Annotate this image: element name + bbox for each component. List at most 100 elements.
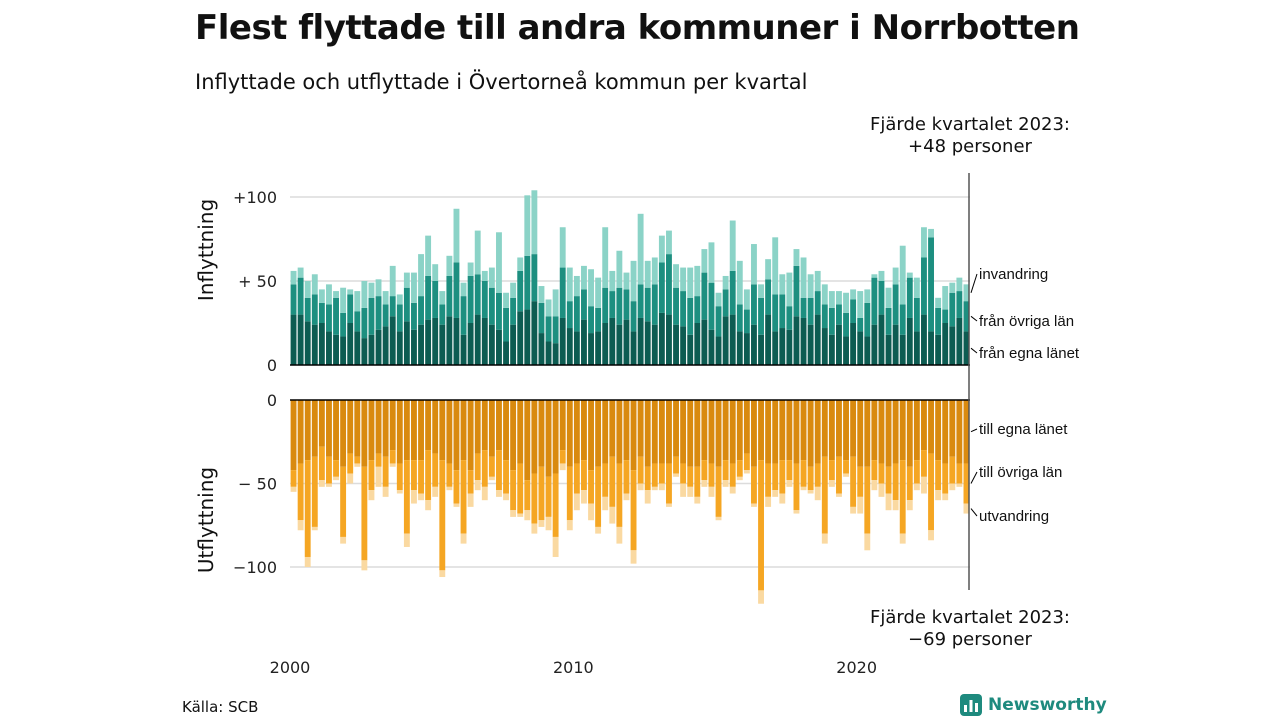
bar-segment — [297, 267, 304, 278]
bar-segment — [488, 456, 495, 477]
bar-segment — [552, 400, 559, 474]
bar-segment — [850, 299, 857, 323]
bar-segment — [736, 304, 743, 332]
bar-segment — [566, 466, 573, 521]
bar-segment — [524, 309, 531, 365]
bar-segment — [871, 460, 878, 481]
bar-segment — [758, 284, 764, 298]
bar-segment — [333, 476, 339, 481]
y-tick-label: 0 — [267, 391, 277, 410]
bar-segment — [687, 486, 694, 497]
bar-segment — [828, 291, 835, 308]
bar-segment — [588, 470, 594, 504]
bar-segment — [531, 254, 538, 302]
bar-segment — [552, 316, 559, 344]
bar-segment — [453, 262, 460, 318]
bar-segment — [807, 324, 814, 365]
chart-title: Flest flyttade till andra kommuner i Nor… — [195, 8, 1080, 48]
bar-segment — [701, 460, 708, 481]
bar-segment — [382, 456, 389, 487]
series-leader-line — [970, 428, 978, 433]
bar-segment — [432, 453, 439, 487]
bar-segment — [425, 400, 432, 451]
bar-segment — [715, 292, 722, 307]
bar-segment — [340, 466, 347, 537]
bar-segment — [857, 331, 864, 365]
bar-segment — [843, 336, 849, 365]
bar-segment — [779, 400, 786, 461]
bar-segment — [736, 260, 743, 305]
bar-segment — [517, 513, 524, 517]
bar-segment — [637, 213, 644, 285]
gridlines — [290, 196, 970, 568]
bar-segment — [729, 400, 736, 464]
y-tick-label: + 50 — [238, 272, 277, 291]
bar-segment — [623, 319, 630, 365]
bar-segment — [538, 333, 545, 365]
bar-segment — [368, 297, 375, 335]
bar-segment — [418, 460, 424, 494]
bar-segment — [814, 291, 821, 315]
bar-segment — [772, 490, 779, 497]
bar-segment — [602, 323, 609, 365]
bar-segment — [715, 466, 722, 517]
bar-segment — [878, 314, 885, 365]
bar-segment — [666, 400, 672, 464]
bar-segment — [694, 323, 701, 365]
bar-segment — [389, 450, 396, 464]
bar-segment — [935, 460, 942, 491]
bar-segment — [496, 490, 502, 497]
bar-segment — [687, 466, 694, 487]
bar-segment — [637, 400, 644, 457]
bar-segment — [340, 336, 347, 365]
bar-segment — [389, 316, 396, 365]
bar-segment — [800, 486, 807, 491]
bar-segment — [425, 500, 432, 511]
bar-segment — [311, 400, 318, 457]
bar-segment — [913, 331, 920, 365]
bar-segment — [658, 262, 665, 313]
bar-segment — [899, 533, 906, 544]
bar-segment — [680, 463, 687, 484]
bar-segment — [658, 312, 665, 365]
bar-chart-icon — [960, 694, 982, 716]
bar-segment — [836, 291, 842, 305]
bar-segment — [510, 510, 517, 517]
series-label: från övriga län — [979, 313, 1074, 330]
bar-segment — [474, 453, 481, 481]
bar-segment — [701, 400, 708, 461]
bar-segment — [793, 463, 800, 511]
bar-segment — [736, 331, 743, 365]
bar-segment — [304, 281, 311, 298]
series-leader-line — [970, 273, 978, 293]
bar-segment — [736, 476, 743, 481]
bar-segment — [595, 277, 602, 308]
bar-segment — [935, 400, 942, 461]
bar-segment — [651, 284, 658, 325]
bar-segment — [510, 400, 517, 471]
bar-segment — [425, 450, 432, 501]
bar-segment — [850, 400, 857, 457]
series-label: utvandring — [979, 508, 1049, 525]
bar-segment — [439, 400, 446, 461]
y-tick-label: +100 — [233, 188, 277, 207]
bar-segment — [616, 324, 623, 365]
bar-segment — [602, 496, 609, 511]
bar-segment — [658, 400, 665, 464]
bar-segment — [800, 317, 807, 365]
bar-segment — [524, 255, 531, 310]
bar-segment — [566, 520, 573, 531]
bar-segment — [517, 311, 524, 365]
bar-segment — [559, 267, 566, 318]
bar-segment — [666, 230, 672, 255]
bar-segment — [751, 324, 757, 365]
bar-segment — [743, 453, 750, 471]
bar-segment — [375, 466, 382, 487]
bar-segment — [453, 317, 460, 365]
bar-segment — [921, 257, 927, 315]
bar-segment — [623, 272, 630, 290]
bar-segment — [347, 400, 354, 454]
bar-segment — [545, 400, 552, 477]
bar-segment — [382, 291, 389, 305]
bar-segment — [432, 486, 439, 497]
